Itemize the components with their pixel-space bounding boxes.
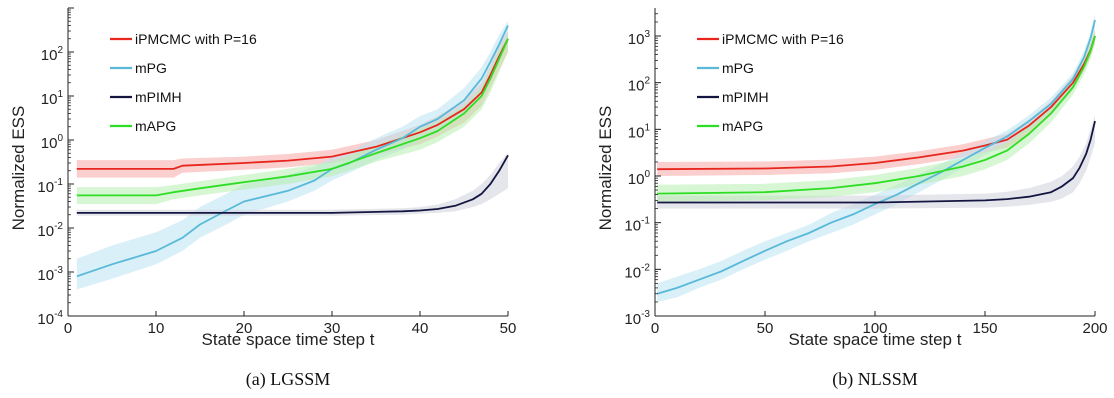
band-mpg	[76, 21, 509, 290]
series-line-mpimh	[76, 154, 509, 214]
x-tick-label: 100	[862, 320, 887, 337]
x-axis-label: State space time step t	[202, 330, 375, 349]
caption: (a) LGSSM	[246, 369, 331, 390]
y-tick-label: 10-2	[37, 221, 63, 240]
legend-label-mpg: mPG	[722, 60, 754, 76]
y-tick-label: 10-1	[37, 177, 63, 196]
legend-label-mpimh: mPIMH	[135, 89, 182, 105]
x-tick-label: 0	[651, 320, 659, 337]
caption: (b) NLSSM	[832, 369, 918, 390]
series-lines	[656, 19, 1096, 295]
y-tick-label: 10-3	[624, 309, 650, 328]
y-tick-label: 102	[628, 76, 651, 95]
x-tick-label: 150	[972, 320, 997, 337]
legend-label-mpg: mPG	[135, 60, 167, 76]
x-tick-label: 10	[148, 320, 165, 337]
x-tick-label: 50	[500, 320, 517, 337]
x-tick-label: 20	[236, 320, 253, 337]
axes: 0 10 20 30 40 50 10-4 10-3 10-2 10-1 100 101 102	[37, 7, 517, 337]
legend-label-ipmcmc-with-p-16: iPMCMC with P=16	[722, 31, 844, 47]
x-tick-label: 50	[757, 320, 774, 337]
y-tick-label: 10-3	[37, 265, 63, 284]
y-tick-label: 10-2	[624, 262, 650, 281]
y-tick-label: 100	[41, 133, 64, 152]
y-tick-label: 100	[628, 169, 651, 188]
x-tick-label: 0	[64, 320, 72, 337]
x-tick-label: 30	[324, 320, 341, 337]
legend-label-mapg: mAPG	[135, 118, 176, 134]
legend: iPMCMC with P=16 mPG mPIMH mAPG	[110, 31, 257, 134]
band-mapg	[76, 34, 509, 205]
confidence-bands	[76, 21, 509, 290]
legend-label-ipmcmc-with-p-16: iPMCMC with P=16	[135, 31, 257, 47]
series-line-mapg	[657, 35, 1096, 195]
band-mpg	[657, 13, 1095, 302]
y-tick-label: 10-4	[37, 309, 63, 328]
legend: iPMCMC with P=16 mPG mPIMH mAPG	[697, 31, 844, 134]
y-axis-label: Normalized ESS	[9, 106, 28, 231]
band-ipmcmc-with-p-16	[657, 29, 1095, 177]
y-tick-label: 10-1	[624, 216, 650, 235]
x-tick-label: 200	[1082, 320, 1107, 337]
legend-label-mpimh: mPIMH	[722, 89, 769, 105]
x-tick-label: 40	[412, 320, 429, 337]
confidence-bands	[657, 13, 1095, 302]
y-tick-label: 101	[41, 89, 64, 108]
y-tick-label: 102	[41, 45, 64, 64]
series-line-mpg	[656, 19, 1096, 295]
y-axis-label: Normalized ESS	[596, 106, 615, 231]
y-tick-label: 103	[628, 29, 651, 48]
chart-panel-lgssm: 0 10 20 30 40 50 10-4 10-3 10-2 10-1 100 101 102 iPM…	[9, 7, 517, 390]
series-line-mapg	[76, 38, 509, 197]
chart-panel-nlssm: 0 50 100 150 200 10-3 10-2 10-1 100 101 102 103 iPM…	[596, 8, 1108, 390]
series-line-mpimh	[657, 120, 1096, 204]
x-axis-label: State space time step t	[789, 330, 962, 349]
band-mapg	[657, 29, 1095, 202]
axes: 0 50 100 150 200 10-3 10-2 10-1 100 101 102 103	[624, 8, 1108, 337]
legend-label-mapg: mAPG	[722, 118, 763, 134]
y-tick-label: 101	[628, 122, 651, 141]
series-lines	[76, 25, 509, 278]
